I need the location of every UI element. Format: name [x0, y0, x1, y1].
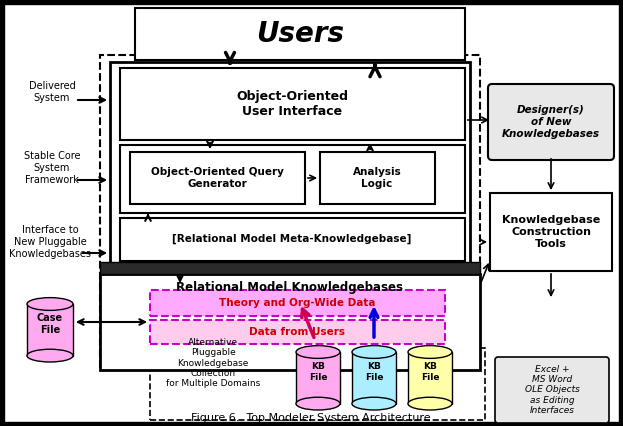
- Ellipse shape: [408, 345, 452, 358]
- Text: Data from Users: Data from Users: [249, 327, 345, 337]
- Text: Object-Oriented
User Interface: Object-Oriented User Interface: [236, 90, 348, 118]
- Bar: [408, 352, 452, 403]
- Bar: [120, 145, 465, 213]
- Bar: [150, 320, 445, 344]
- Bar: [100, 262, 480, 274]
- Text: Alternative
Pluggable
Knowledgebase
Collection
for Multiple Domains: Alternative Pluggable Knowledgebase Coll…: [166, 338, 260, 389]
- Bar: [135, 8, 465, 60]
- Bar: [100, 274, 480, 370]
- Bar: [100, 55, 480, 370]
- Text: Knowledgebase
Construction
Tools: Knowledgebase Construction Tools: [502, 216, 600, 249]
- Text: Interface to
New Pluggable
Knowledgebases: Interface to New Pluggable Knowledgebase…: [9, 225, 91, 259]
- FancyBboxPatch shape: [488, 84, 614, 160]
- Bar: [320, 152, 435, 204]
- Text: KB
File: KB File: [309, 362, 327, 382]
- Bar: [150, 290, 445, 316]
- Text: Delivered
System: Delivered System: [29, 81, 75, 103]
- Ellipse shape: [352, 397, 396, 410]
- Text: Object-Oriented Query
Generator: Object-Oriented Query Generator: [151, 167, 283, 189]
- Text: Excel +
MS Word
OLE Objects
as Editing
Interfaces: Excel + MS Word OLE Objects as Editing I…: [525, 365, 579, 415]
- Ellipse shape: [27, 298, 73, 311]
- Text: [Relational Model Meta-Knowledgebase]: [Relational Model Meta-Knowledgebase]: [173, 234, 412, 244]
- Ellipse shape: [408, 397, 452, 410]
- Text: KB
File: KB File: [421, 362, 439, 382]
- Text: KB
File: KB File: [364, 362, 383, 382]
- Text: Analysis
Logic: Analysis Logic: [353, 167, 401, 189]
- Text: Stable Core
System
Framework: Stable Core System Framework: [24, 151, 80, 184]
- Ellipse shape: [296, 345, 340, 358]
- Bar: [296, 352, 340, 403]
- Bar: [352, 352, 396, 403]
- Ellipse shape: [296, 397, 340, 410]
- Text: Figure 6.  Top Modeler System Architecture: Figure 6. Top Modeler System Architectur…: [191, 413, 431, 423]
- Bar: [120, 218, 465, 261]
- Bar: [130, 152, 305, 204]
- Text: Relational Model Knowledgebases: Relational Model Knowledgebases: [176, 282, 404, 294]
- Bar: [27, 304, 73, 356]
- Ellipse shape: [352, 345, 396, 358]
- Text: Users: Users: [256, 20, 344, 48]
- Bar: [120, 68, 465, 140]
- Text: Theory and Org-Wide Data: Theory and Org-Wide Data: [219, 298, 375, 308]
- FancyBboxPatch shape: [495, 357, 609, 423]
- Text: Designer(s)
of New
Knowledgebases: Designer(s) of New Knowledgebases: [502, 105, 600, 138]
- Bar: [110, 62, 470, 267]
- Bar: [490, 193, 612, 271]
- Text: Case
File: Case File: [37, 313, 63, 335]
- Ellipse shape: [27, 349, 73, 362]
- Bar: [150, 348, 485, 420]
